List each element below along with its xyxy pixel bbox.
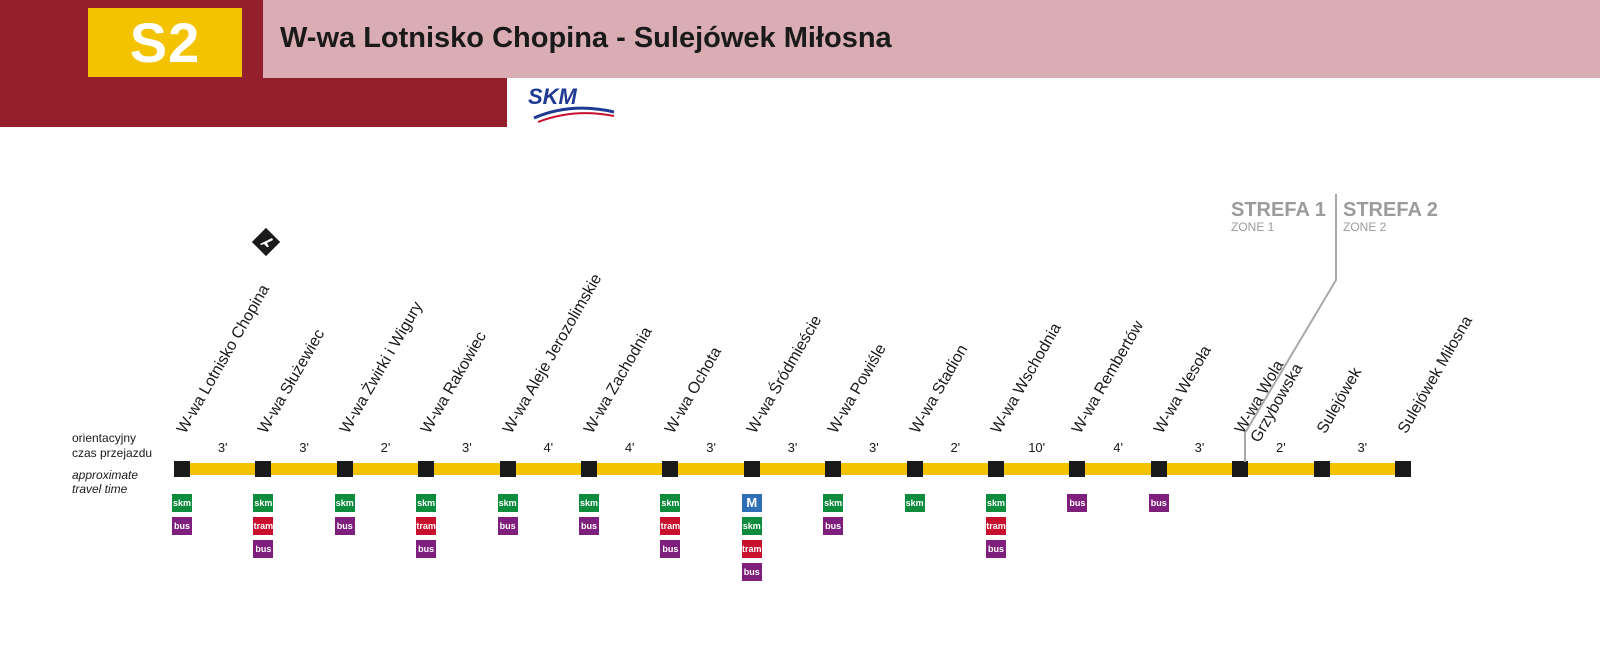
tram-connection-icon: tram: [660, 517, 681, 535]
skm-logo: SKM: [526, 82, 616, 124]
zone1-label: STREFA 1: [1231, 199, 1326, 221]
tram-connection-icon: tram: [741, 540, 762, 558]
bus-connection-icon: bus: [579, 517, 599, 535]
skm-connection-icon: skm: [823, 494, 844, 512]
travel-time-label: 2': [950, 440, 961, 455]
tram-connection-icon: tram: [986, 517, 1006, 535]
station-stop: [255, 461, 272, 477]
travel-time-label: 4': [543, 440, 554, 455]
skm-connection-icon: skm: [172, 494, 192, 512]
skm-connection-icon: skm: [497, 494, 518, 512]
skm-connection-icon: skm: [741, 517, 762, 535]
travel-time-label-pl-2: czas przejazdu: [72, 446, 153, 460]
bus-connection-icon: bus: [416, 540, 437, 558]
skm-connection-icon: skm: [416, 494, 437, 512]
station-stop: [1313, 461, 1330, 477]
station-stop: [743, 461, 760, 477]
skm-logo-text: SKM: [528, 84, 577, 109]
route-line: [182, 463, 1402, 475]
station-stop: [1150, 461, 1167, 477]
bus-connection-icon: bus: [253, 540, 274, 558]
travel-time-label: 3': [787, 440, 798, 455]
station-stop: [988, 461, 1004, 477]
travel-time-label-en-1: approximate: [72, 468, 139, 482]
travel-time-label: 3': [462, 440, 472, 455]
station-stop: [174, 461, 190, 477]
station-stop: [499, 461, 516, 477]
station-stop: [1395, 461, 1411, 477]
header-title-band: [263, 0, 1600, 78]
bus-connection-icon: bus: [334, 517, 355, 535]
station-stop: [825, 461, 842, 477]
travel-time-label-en-2: travel time: [72, 482, 128, 496]
skm-connection-icon: skm: [334, 494, 355, 512]
tram-connection-icon: tram: [253, 517, 274, 535]
line-badge: S2: [88, 8, 242, 77]
station-stop: [1232, 461, 1249, 477]
metro-connection-icon: M: [741, 494, 762, 512]
travel-time-label: 2': [1276, 440, 1286, 455]
bus-connection-icon: bus: [823, 517, 844, 535]
route-title: W-wa Lotnisko Chopina - Sulejówek Miłosn…: [280, 22, 892, 54]
bus-connection-icon: bus: [1148, 494, 1169, 512]
station-stop: [662, 461, 679, 477]
skm-connection-icon: skm: [986, 494, 1006, 512]
travel-time-label: 3': [706, 440, 716, 455]
station-stop: [906, 461, 923, 477]
travel-time-label: 3': [1194, 440, 1205, 455]
bus-connection-icon: bus: [172, 517, 192, 535]
skm-connection-icon: skm: [579, 494, 599, 512]
bus-connection-icon: bus: [660, 540, 681, 558]
skm-connection-icon: skm: [660, 494, 681, 512]
zone2-sub-label: ZONE 2: [1343, 220, 1387, 234]
travel-time-label: 3': [217, 440, 228, 455]
travel-time-label: 4': [624, 440, 635, 455]
skm-connection-icon: skm: [904, 494, 925, 512]
travel-time-label: 10': [1028, 440, 1046, 455]
station-stop: [1069, 461, 1086, 477]
zone2-label: STREFA 2: [1343, 199, 1438, 221]
station-stop: [418, 461, 435, 477]
bus-connection-icon: bus: [741, 563, 762, 581]
zone1-sub-label: ZONE 1: [1231, 220, 1275, 234]
skm-logo-swoosh: [533, 106, 615, 123]
travel-time-label: 3': [299, 440, 309, 455]
airport-icon: [251, 227, 281, 257]
travel-time-label: 3': [869, 440, 879, 455]
tram-connection-icon: tram: [416, 517, 437, 535]
station-stop: [581, 461, 597, 477]
bus-connection-icon: bus: [497, 517, 518, 535]
station-stop: [336, 461, 353, 477]
travel-time-label: 3': [1357, 440, 1368, 455]
travel-time-label: 2': [380, 440, 391, 455]
bus-connection-icon: bus: [1067, 494, 1088, 512]
travel-time-label-pl-1: orientacyjny: [72, 431, 137, 445]
travel-time-label: 4': [1113, 440, 1123, 455]
bus-connection-icon: bus: [986, 540, 1006, 558]
skm-connection-icon: skm: [253, 494, 274, 512]
